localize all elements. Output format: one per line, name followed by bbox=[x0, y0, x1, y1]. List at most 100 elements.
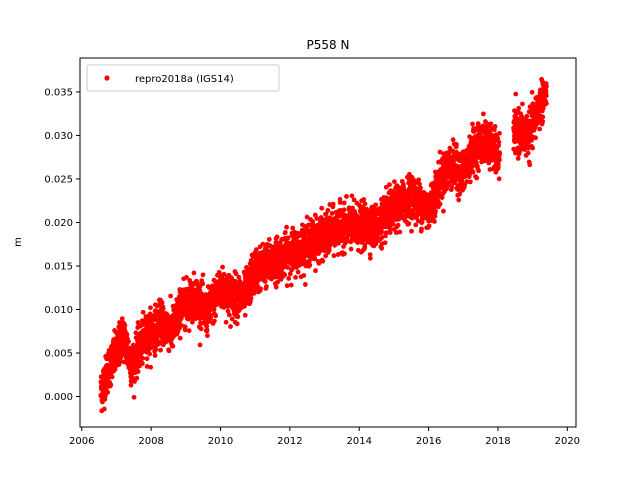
data-point bbox=[102, 393, 108, 399]
data-point bbox=[119, 316, 125, 322]
y-tick-label: 0.015 bbox=[44, 261, 73, 272]
data-point bbox=[253, 247, 259, 253]
data-point bbox=[178, 322, 184, 328]
data-point bbox=[236, 274, 242, 280]
data-point bbox=[379, 229, 385, 235]
data-point bbox=[481, 111, 486, 117]
data-point bbox=[301, 273, 307, 278]
y-tick-label: 0.000 bbox=[44, 392, 73, 403]
data-point bbox=[295, 269, 301, 275]
data-point bbox=[102, 396, 108, 402]
data-point bbox=[433, 208, 438, 214]
data-point bbox=[197, 287, 202, 293]
data-point bbox=[197, 342, 203, 348]
data-point bbox=[341, 207, 347, 213]
data-point bbox=[133, 330, 139, 336]
data-point bbox=[516, 105, 522, 111]
data-point bbox=[153, 347, 159, 352]
data-point bbox=[497, 150, 503, 156]
data-point bbox=[533, 135, 538, 141]
data-point bbox=[128, 382, 134, 388]
data-point bbox=[220, 264, 225, 270]
data-point bbox=[147, 351, 153, 357]
data-point bbox=[200, 272, 206, 278]
data-point bbox=[282, 229, 288, 235]
data-point bbox=[326, 247, 332, 253]
data-point bbox=[432, 219, 437, 224]
data-point bbox=[198, 326, 204, 332]
data-point bbox=[264, 284, 269, 289]
data-point bbox=[397, 229, 403, 235]
data-point bbox=[221, 271, 227, 277]
data-point bbox=[418, 185, 423, 191]
legend-entry: repro2018a (IGS14) bbox=[135, 74, 234, 85]
data-point bbox=[108, 382, 114, 388]
data-point bbox=[515, 156, 521, 161]
data-point bbox=[200, 281, 206, 287]
y-axis-label: m bbox=[13, 237, 24, 247]
data-point bbox=[144, 356, 150, 362]
data-point bbox=[275, 279, 280, 285]
x-tick-label: 2016 bbox=[416, 436, 441, 447]
data-point bbox=[513, 91, 519, 97]
data-point bbox=[152, 353, 158, 358]
data-point bbox=[362, 201, 368, 207]
data-point bbox=[395, 222, 401, 228]
data-point bbox=[226, 312, 232, 318]
data-point bbox=[260, 241, 266, 247]
data-point bbox=[387, 182, 392, 188]
data-point bbox=[148, 364, 154, 370]
data-point bbox=[373, 202, 379, 208]
data-point bbox=[476, 168, 481, 174]
data-point bbox=[140, 361, 145, 366]
data-point bbox=[543, 93, 549, 99]
data-point bbox=[537, 126, 543, 132]
data-point bbox=[105, 389, 111, 395]
x-tick-label: 2008 bbox=[138, 436, 163, 447]
data-point bbox=[470, 169, 476, 175]
data-point bbox=[232, 278, 238, 284]
y-tick-label: 0.010 bbox=[44, 305, 73, 316]
data-point bbox=[540, 114, 546, 120]
data-point bbox=[131, 394, 137, 400]
data-point bbox=[387, 230, 393, 235]
data-point bbox=[416, 177, 422, 183]
data-point bbox=[204, 323, 210, 329]
data-point bbox=[492, 124, 498, 129]
data-point bbox=[325, 208, 331, 213]
data-point bbox=[242, 312, 248, 318]
data-point bbox=[266, 237, 272, 242]
data-point bbox=[205, 333, 210, 339]
data-point bbox=[348, 246, 354, 252]
data-point bbox=[320, 258, 326, 264]
data-point bbox=[524, 113, 530, 119]
data-point bbox=[344, 194, 349, 199]
data-point bbox=[392, 179, 397, 185]
data-point bbox=[379, 245, 385, 251]
data-point bbox=[520, 101, 525, 107]
data-point bbox=[225, 308, 231, 314]
data-point bbox=[184, 275, 189, 280]
data-point bbox=[148, 305, 153, 311]
data-point bbox=[274, 234, 280, 240]
data-point bbox=[349, 193, 355, 199]
data-point bbox=[426, 223, 432, 229]
y-tick-label: 0.035 bbox=[44, 87, 73, 98]
data-point bbox=[286, 276, 292, 281]
data-point bbox=[191, 270, 197, 276]
legend: repro2018a (IGS14) bbox=[86, 64, 280, 92]
x-tick-label: 2012 bbox=[277, 436, 302, 447]
x-tick-label: 2006 bbox=[69, 436, 94, 447]
data-point bbox=[540, 119, 546, 124]
data-point bbox=[497, 130, 502, 136]
y-tick-label: 0.020 bbox=[44, 218, 73, 229]
data-point bbox=[168, 293, 174, 299]
data-point bbox=[189, 319, 195, 325]
data-point bbox=[234, 321, 240, 327]
data-point bbox=[454, 142, 459, 147]
data-point bbox=[166, 348, 172, 354]
data-point bbox=[204, 327, 210, 333]
data-point bbox=[229, 316, 235, 322]
data-point bbox=[211, 318, 217, 324]
data-point bbox=[361, 197, 367, 202]
